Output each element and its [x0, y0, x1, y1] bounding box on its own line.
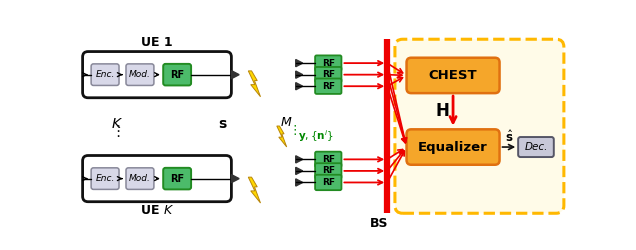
FancyBboxPatch shape [315, 152, 342, 167]
Text: Mod.: Mod. [129, 174, 151, 183]
Text: RF: RF [170, 174, 184, 184]
FancyBboxPatch shape [83, 156, 232, 202]
Polygon shape [248, 177, 261, 203]
Text: ⋮: ⋮ [288, 124, 300, 136]
FancyBboxPatch shape [83, 52, 232, 98]
FancyBboxPatch shape [315, 67, 342, 82]
Text: CHEST: CHEST [429, 69, 478, 82]
FancyBboxPatch shape [395, 39, 564, 213]
Text: ⋮: ⋮ [111, 124, 126, 139]
Text: RF: RF [322, 70, 335, 79]
Text: Mod.: Mod. [129, 70, 151, 79]
FancyBboxPatch shape [126, 64, 154, 86]
FancyBboxPatch shape [163, 168, 191, 190]
Text: RF: RF [322, 166, 335, 175]
Text: $\mathbf{s}$: $\mathbf{s}$ [218, 117, 228, 131]
FancyBboxPatch shape [518, 137, 554, 157]
FancyBboxPatch shape [315, 175, 342, 190]
FancyBboxPatch shape [315, 78, 342, 94]
Text: Enc.: Enc. [95, 174, 114, 183]
Polygon shape [232, 71, 239, 79]
Text: $\hat{\mathbf{s}}$: $\hat{\mathbf{s}}$ [504, 129, 513, 145]
FancyBboxPatch shape [315, 56, 342, 71]
FancyBboxPatch shape [126, 168, 154, 190]
Text: $M$: $M$ [280, 116, 293, 129]
Text: $\mathbf{H}$: $\mathbf{H}$ [435, 102, 450, 120]
Text: RF: RF [322, 155, 335, 164]
Text: UE 1: UE 1 [141, 36, 173, 49]
FancyBboxPatch shape [91, 168, 119, 190]
Text: Equalizer: Equalizer [418, 140, 488, 153]
Polygon shape [296, 82, 303, 90]
Text: RF: RF [322, 178, 335, 187]
Polygon shape [277, 126, 287, 147]
Text: $K$: $K$ [111, 117, 123, 131]
Polygon shape [296, 156, 303, 163]
Polygon shape [296, 179, 303, 186]
Text: RF: RF [170, 70, 184, 80]
Polygon shape [248, 71, 261, 97]
Text: BS: BS [370, 217, 389, 230]
Polygon shape [296, 71, 303, 78]
FancyBboxPatch shape [163, 64, 191, 86]
Text: $\mathbf{y},\{\mathbf{n}^i\}$: $\mathbf{y},\{\mathbf{n}^i\}$ [298, 128, 334, 144]
Polygon shape [296, 60, 303, 67]
Text: UE $K$: UE $K$ [140, 204, 174, 217]
Text: Dec.: Dec. [524, 142, 548, 152]
FancyBboxPatch shape [406, 129, 499, 165]
FancyBboxPatch shape [91, 64, 119, 86]
Polygon shape [232, 174, 239, 182]
FancyBboxPatch shape [315, 163, 342, 178]
Text: RF: RF [322, 82, 335, 91]
Text: Enc.: Enc. [95, 70, 114, 79]
Polygon shape [296, 167, 303, 174]
Text: RF: RF [322, 58, 335, 68]
FancyBboxPatch shape [406, 58, 499, 93]
